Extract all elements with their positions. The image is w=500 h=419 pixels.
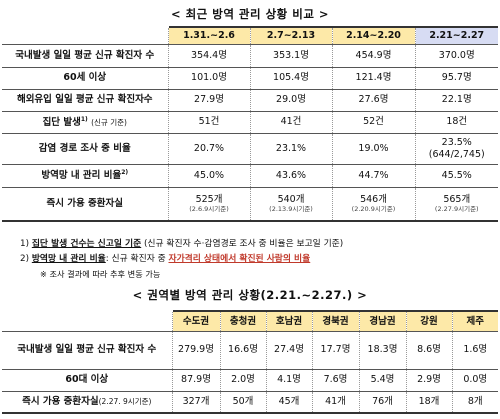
region-header: 수도권 (171, 310, 220, 332)
period-header: 2.14~2.20 (331, 26, 415, 45)
region-header: 제주 (451, 310, 498, 332)
cell: 45.5% (414, 163, 498, 188)
cell: 51건 (167, 110, 250, 134)
cell: 101.0명 (167, 66, 250, 90)
cell: 565개 (2.27.9시기준) (414, 186, 498, 222)
table-row: 국내발생 일일 평균 신규 확진자 수 354.4명 353.1명 454.9명… (2, 43, 498, 68)
regional-title: < 권역별 방역 관리 상황(2.21.~2.27.) > (132, 288, 368, 302)
cell: 29.0명 (249, 88, 332, 112)
table-row: 방역망 내 관리 비율2) 45.0% 43.6% 44.7% 45.5% (2, 163, 498, 188)
table-row: 국내발생 일일 평균 신규 확진자 수 279.9명 16.6명 27.4명 1… (2, 330, 498, 370)
footnotes: 1) 집단 발생 건수는 신고일 기준 (신규 확진자 수·감염경로 조사 중 … (20, 237, 343, 282)
cell: 353.1명 (249, 43, 332, 68)
cell: 41건 (249, 110, 332, 134)
region-header: 충청권 (219, 310, 266, 332)
cell: 121.4명 (331, 66, 415, 90)
cell: 43.6% (249, 163, 332, 188)
cell: 454.9명 (331, 43, 415, 68)
table-header-row: 수도권 충청권 호남권 경북권 경남권 강원 제주 (2, 310, 498, 332)
cell: 17.7명 (311, 330, 359, 370)
cell: 76개 (358, 390, 406, 414)
region-header: 경북권 (311, 310, 359, 332)
cell: 16.6명 (219, 330, 266, 370)
recent-comparison-table: 1.31.~2.6 2.7~2.13 2.14~2.20 2.21~2.27 국… (2, 26, 498, 222)
cell: 18개 (405, 390, 452, 414)
row-label: 즉시 가용 중환자실 (2, 186, 168, 222)
period-header: 1.31.~2.6 (167, 26, 250, 45)
row-label: 국내발생 일일 평균 신규 확진자 수 (2, 43, 168, 68)
table-header-row: 1.31.~2.6 2.7~2.13 2.14~2.20 2.21~2.27 (2, 26, 498, 45)
row-label: 즉시 가용 중환자실(2.27. 9시기준) (2, 390, 172, 414)
cell: 45.0% (167, 163, 250, 188)
table-row: 60세 이상 101.0명 105.4명 121.4명 95.7명 (2, 66, 498, 90)
header-corner (2, 26, 168, 45)
row-label: 60대 이상 (2, 368, 172, 392)
cell: 87.9명 (171, 368, 220, 392)
cell: 5.4명 (358, 368, 406, 392)
row-label: 방역망 내 관리 비율2) (2, 163, 168, 188)
table-row: 60대 이상 87.9명 2.0명 4.1명 7.6명 5.4명 2.9명 0.… (2, 368, 498, 392)
cell: 370.0명 (414, 43, 498, 68)
cell: 105.4명 (249, 66, 332, 90)
row-label: 60세 이상 (2, 66, 168, 90)
row-label: 국내발생 일일 평균 신규 확진자 수 (2, 330, 172, 370)
cell: 8.6명 (405, 330, 452, 370)
region-header: 강원 (405, 310, 452, 332)
footnote-1: 1) 집단 발생 건수는 신고일 기준 (신규 확진자 수·감염경로 조사 중 … (20, 239, 344, 249)
table-row: 즉시 가용 중환자실(2.27. 9시기준) 327개 50개 45개 41개 … (2, 390, 498, 414)
table-row: 집단 발생1) (신규 기준) 51건 41건 52건 18건 (2, 110, 498, 134)
cell: 41개 (311, 390, 359, 414)
cell: 95.7명 (414, 66, 498, 90)
cell: 1.6명 (451, 330, 498, 370)
cell: 18.3명 (358, 330, 406, 370)
cell: 525개 (2.6.9시기준) (167, 186, 250, 222)
cell: 8개 (451, 390, 498, 414)
cell: 540개 (2.13.9시기준) (249, 186, 332, 222)
table-row: 감염 경로 조사 중 비율 20.7% 23.1% 19.0% 23.5% (64… (2, 132, 498, 165)
cell: 2.0명 (219, 368, 266, 392)
region-header: 호남권 (265, 310, 312, 332)
comparison-title: < 최근 방역 관리 상황 비교 > (170, 7, 330, 21)
cell: 279.9명 (171, 330, 220, 370)
cell: 354.4명 (167, 43, 250, 68)
cell: 27.6명 (331, 88, 415, 112)
period-header: 2.7~2.13 (249, 26, 332, 45)
cell: 50개 (219, 390, 266, 414)
table-row: 즉시 가용 중환자실 525개 (2.6.9시기준) 540개 (2.13.9시기준… (2, 186, 498, 222)
footnote-3: ※ 조사 결과에 따라 추후 변동 가능 (40, 269, 161, 279)
row-label: 집단 발생1) (신규 기준) (2, 110, 168, 134)
cell: 4.1명 (265, 368, 312, 392)
row-label: 감염 경로 조사 중 비율 (2, 132, 168, 165)
cell: 7.6명 (311, 368, 359, 392)
footnote-2: 2) 방역망 내 관리 비율: 신규 확진자 중 자가격리 상태에서 확진된 사… (20, 254, 311, 264)
cell: 2.9명 (405, 368, 452, 392)
cell: 23.5% (644/2,745) (414, 132, 498, 165)
cell: 44.7% (331, 163, 415, 188)
cell: 19.0% (331, 132, 415, 165)
cell: 546개 (2.20.9시기준) (331, 186, 415, 222)
cell: 0.0명 (451, 368, 498, 392)
cell: 20.7% (167, 132, 250, 165)
cell: 22.1명 (414, 88, 498, 112)
cell: 45개 (265, 390, 312, 414)
region-header: 경남권 (358, 310, 406, 332)
cell: 27.4명 (265, 330, 312, 370)
cell: 23.1% (249, 132, 332, 165)
table-row: 해외유입 일일 평균 신규 확진자수 27.9명 29.0명 27.6명 22.… (2, 88, 498, 112)
cell: 27.9명 (167, 88, 250, 112)
header-corner (2, 310, 172, 332)
cell: 18건 (414, 110, 498, 134)
cell: 327개 (171, 390, 220, 414)
period-header-current: 2.21~2.27 (414, 26, 498, 45)
regional-table: 수도권 충청권 호남권 경북권 경남권 강원 제주 국내발생 일일 평균 신규 … (2, 310, 498, 414)
cell: 52건 (331, 110, 415, 134)
row-label: 해외유입 일일 평균 신규 확진자수 (2, 88, 168, 112)
